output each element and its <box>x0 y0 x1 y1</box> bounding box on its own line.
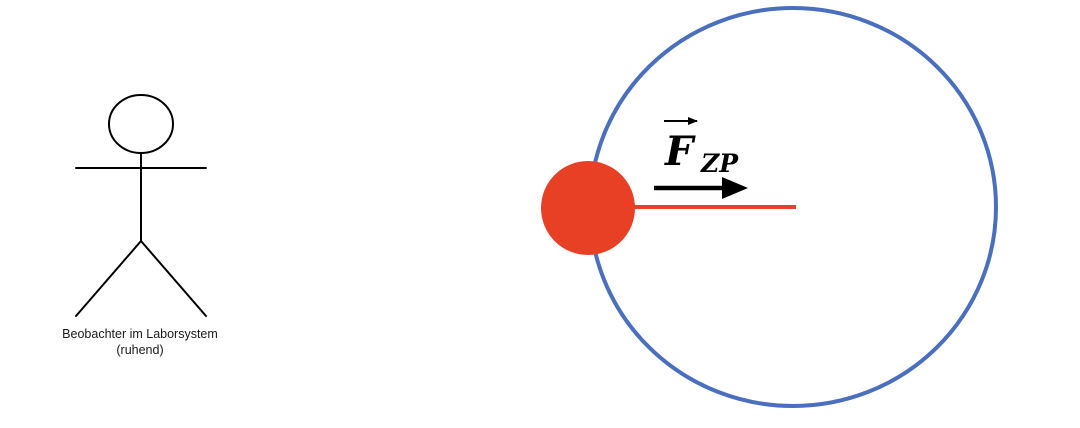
observer-left-leg <box>75 240 142 317</box>
observer-head <box>108 94 174 154</box>
force-symbol: F <box>664 128 696 175</box>
observer-caption-line2: (ruhend) <box>116 343 164 357</box>
centripetal-force-arrow <box>654 177 748 199</box>
observer-right-leg <box>140 240 207 317</box>
observer-caption: Beobachter im Laborsystem (ruhend) <box>30 326 250 358</box>
force-subscript: ZP <box>700 149 739 178</box>
observer-caption-line1: Beobachter im Laborsystem <box>62 327 218 341</box>
stick-figure-observer <box>75 94 207 317</box>
force-label: F ZP <box>664 117 739 178</box>
rotating-mass <box>541 161 635 255</box>
